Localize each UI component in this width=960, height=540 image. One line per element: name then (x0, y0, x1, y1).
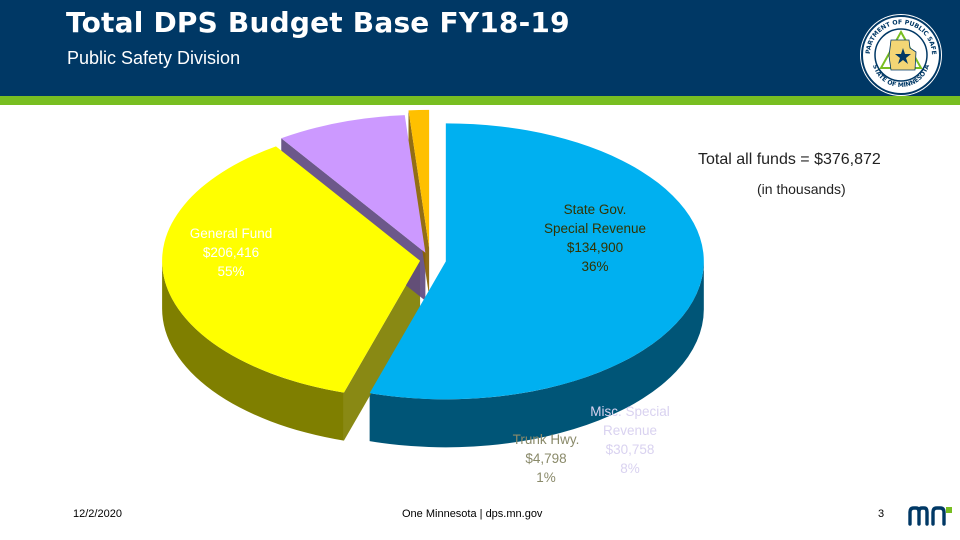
page-number: 3 (878, 508, 885, 520)
dps-seal-logo: DEPARTMENT OF PUBLIC SAFETY STATE OF MIN… (858, 12, 942, 96)
label-general-value: $206,416 (202, 245, 260, 260)
accent-band (0, 96, 960, 105)
page-subtitle: Public Safety Division (67, 48, 241, 68)
chart-units-label: (in thousands) (757, 181, 846, 197)
chart-total-label: Total all funds = $376,872 (698, 151, 881, 168)
label-misc-percent: 8% (620, 461, 640, 476)
label-misc-line1: Misc. Special (590, 404, 670, 419)
slice-misc-special-top (281, 115, 426, 253)
label-trunk-name: Trunk Hwy. (512, 432, 580, 447)
label-misc-special: Misc. Special Revenue $30,758 8% (584, 402, 676, 478)
label-general-name: General Fund (189, 226, 273, 241)
label-trunk-hwy: Trunk Hwy. $4,798 1% (500, 430, 592, 487)
label-stategov-percent: 36% (581, 259, 609, 274)
slice-trunk-hwy-top (408, 109, 430, 248)
label-misc-value: $30,758 (605, 442, 655, 457)
footer-website[interactable]: One Minnesota | dps.mn.gov (402, 508, 543, 520)
label-general-percent: 55% (217, 264, 245, 279)
page-title: Total DPS Budget Base FY18-19 (66, 6, 570, 39)
slice-state-gov-top (162, 146, 421, 393)
label-state-gov: State Gov. Special Revenue $134,900 36% (530, 200, 660, 276)
label-misc-line2: Revenue (602, 423, 658, 438)
slice-general-fund-top (369, 123, 704, 400)
pie-chart (162, 109, 704, 448)
slice-state-gov-side (162, 260, 344, 441)
label-general-fund: General Fund $206,416 55% (176, 224, 286, 281)
label-stategov-line2: Special Revenue (543, 221, 647, 236)
slice-state-gov-cut (343, 260, 421, 441)
label-stategov-value: $134,900 (566, 240, 624, 255)
pie-tops (162, 109, 704, 400)
label-stategov-line1: State Gov. (563, 202, 627, 217)
slice-general-fund-side (369, 261, 704, 448)
footer-date: 12/2/2020 (73, 508, 122, 520)
label-trunk-value: $4,798 (525, 451, 567, 466)
label-trunk-percent: 1% (536, 470, 556, 485)
header-bar (0, 0, 960, 96)
minnesota-logo (908, 506, 952, 526)
